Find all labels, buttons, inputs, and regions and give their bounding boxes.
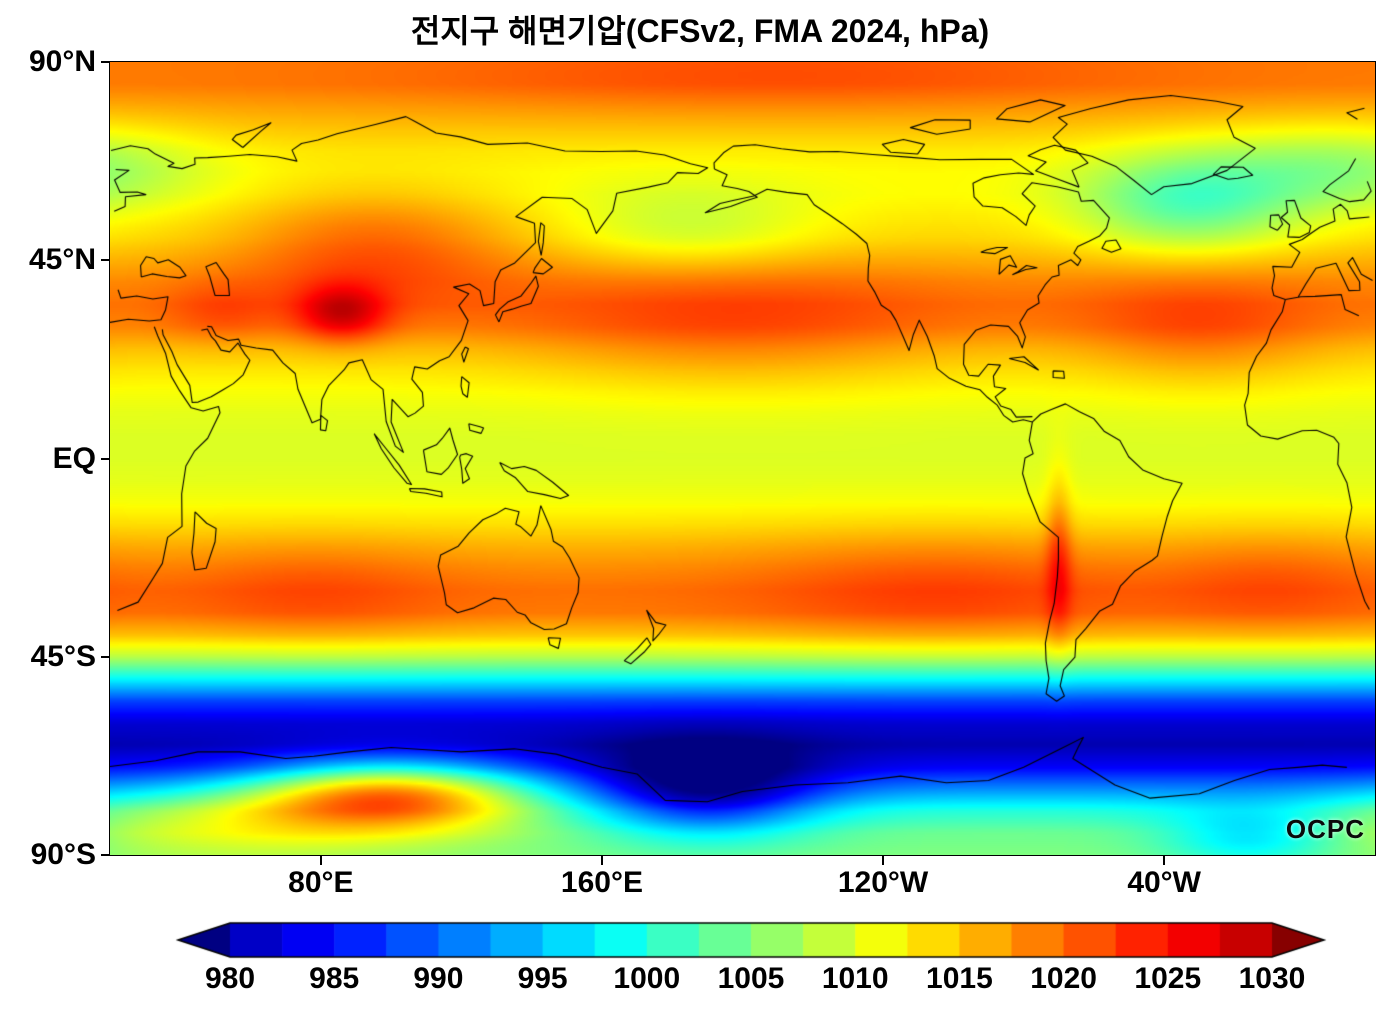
colorbar-tick-label: 1025 <box>1134 962 1202 995</box>
y-tick-label: 45°S <box>30 639 96 673</box>
colorbar-tick-label: 995 <box>517 962 568 995</box>
colorbar-tick-label: 985 <box>309 962 360 995</box>
y-tick-mark <box>101 854 110 856</box>
ocpc-logo: OCPC <box>1285 814 1365 844</box>
y-tick-mark <box>101 259 110 262</box>
y-tick-label: EQ <box>52 441 96 475</box>
y-tick-label: 90°S <box>30 838 96 871</box>
x-tick-label: 120°W <box>837 866 929 899</box>
colorbar-tick-label: 1010 <box>821 962 889 995</box>
y-tick-label: 45°N <box>28 243 96 277</box>
x-tick-label: 80°E <box>288 866 354 899</box>
colorbar-tick-label: 1030 <box>1238 962 1306 995</box>
x-tick-mark <box>600 856 603 865</box>
y-tick-label: 90°N <box>28 45 96 78</box>
y-tick-mark <box>101 655 110 658</box>
colorbar-tick-label: 980 <box>204 962 256 995</box>
x-tick-label: 40°W <box>1127 866 1201 899</box>
y-tick-mark <box>101 61 110 63</box>
colorbar-tick-label: 1015 <box>926 962 993 995</box>
chart-title: 전지구 해면기압(CFSv2, FMA 2024, hPa) <box>410 13 990 49</box>
colorbar-tick-label: 1000 <box>613 962 681 995</box>
colorbar-canvas <box>0 915 1400 965</box>
y-tick-mark <box>101 457 110 460</box>
colorbar-tick-label: 990 <box>413 962 464 995</box>
map-plot-area: OCPC <box>109 61 1376 856</box>
x-tick-mark <box>319 856 322 865</box>
colorbar-tick-label: 1005 <box>717 962 785 995</box>
x-tick-mark <box>1163 856 1166 865</box>
x-tick-mark <box>882 856 885 865</box>
x-tick-label: 160°E <box>560 866 643 899</box>
colorbar-tick-label: 1020 <box>1030 962 1097 995</box>
pressure-map-canvas <box>110 62 1375 855</box>
